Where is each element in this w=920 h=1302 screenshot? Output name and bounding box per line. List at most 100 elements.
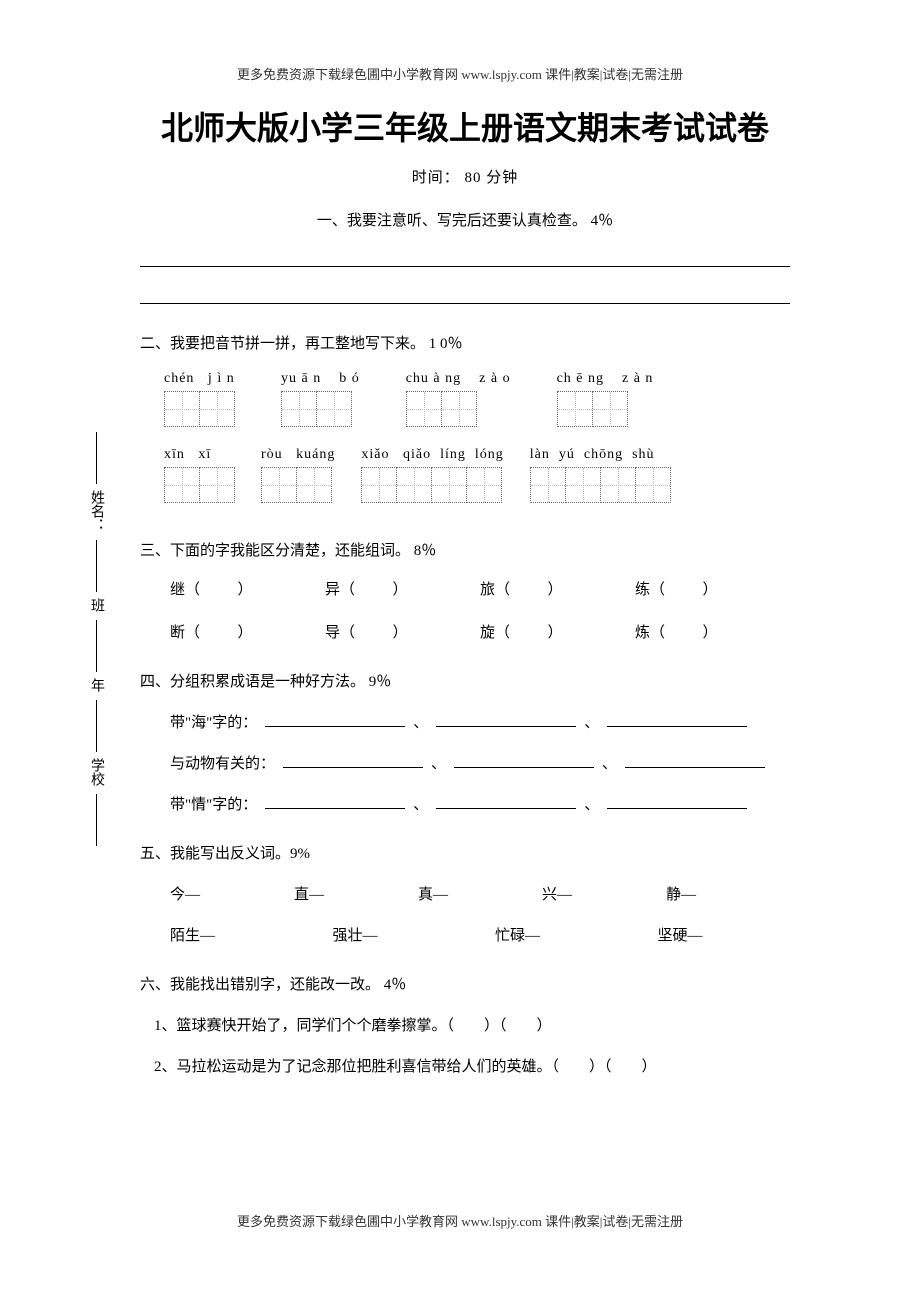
char-boxes[interactable] bbox=[530, 467, 671, 503]
q1-blank-line[interactable] bbox=[140, 266, 790, 267]
char-box[interactable] bbox=[557, 391, 593, 427]
fill-blank[interactable] bbox=[607, 713, 747, 727]
antonym-cell[interactable]: 静— bbox=[666, 883, 790, 904]
q5-row2: 陌生— 强壮— 忙碌— 坚硬— bbox=[170, 924, 790, 945]
char-box[interactable] bbox=[441, 391, 477, 427]
char-box[interactable] bbox=[431, 467, 467, 503]
char-box[interactable] bbox=[635, 467, 671, 503]
char-box[interactable] bbox=[406, 391, 442, 427]
char-boxes[interactable] bbox=[164, 391, 235, 427]
school-label: 学校 bbox=[86, 758, 106, 786]
separator: 、 bbox=[431, 752, 446, 773]
q3-cell[interactable]: 旋（ ） bbox=[480, 621, 635, 642]
char-box[interactable] bbox=[296, 467, 332, 503]
q3-cell[interactable]: 旅（ ） bbox=[480, 578, 635, 599]
page-content: 北师大版小学三年级上册语文期末考试试卷 时间： 80 分钟 一、我要注意听、写完… bbox=[140, 100, 790, 1076]
q3-cell[interactable]: 导（ ） bbox=[325, 621, 480, 642]
exam-title: 北师大版小学三年级上册语文期末考试试卷 bbox=[140, 104, 790, 152]
q5-rows: 今—直—真—兴—静— 陌生— 强壮— 忙碌— 坚硬— bbox=[140, 883, 790, 945]
q3-cell[interactable]: 继（ ） bbox=[170, 578, 325, 599]
char-box[interactable] bbox=[530, 467, 566, 503]
antonym-cell[interactable]: 今— bbox=[170, 883, 294, 904]
q1-blank-line[interactable] bbox=[140, 303, 790, 304]
name-label: 姓名： bbox=[86, 490, 106, 532]
pinyin-label: ròu kuáng bbox=[261, 447, 335, 463]
pinyin-group: xīn xī bbox=[164, 447, 235, 503]
q3-rows: 继（ ）异（ ）旅（ ）练（ ） 断（ ）导（ ）旋（ ）炼（ ） bbox=[140, 578, 790, 642]
separator: 、 bbox=[413, 793, 428, 814]
antonym-cell[interactable]: 强壮— bbox=[333, 924, 466, 945]
separator: 、 bbox=[413, 711, 428, 732]
antonym-cell[interactable]: 直— bbox=[294, 883, 418, 904]
q3-cell[interactable]: 炼（ ） bbox=[635, 621, 790, 642]
q2-row1: chén j ì n yu ā n b ó chu à ng z à o ch ē n… bbox=[140, 371, 790, 427]
char-box[interactable] bbox=[199, 467, 235, 503]
char-box[interactable] bbox=[600, 467, 636, 503]
q4-line: 带"情"字的：、、 bbox=[140, 793, 790, 814]
fill-blank[interactable] bbox=[625, 754, 765, 768]
char-boxes[interactable] bbox=[557, 391, 654, 427]
char-box[interactable] bbox=[396, 467, 432, 503]
q6-item[interactable]: 1、篮球赛快开始了，同学们个个磨拳擦掌。（ ）（ ） bbox=[140, 1014, 790, 1035]
class-label: 班 bbox=[86, 598, 106, 612]
antonym-cell[interactable]: 坚硬— bbox=[658, 924, 791, 945]
char-box[interactable] bbox=[281, 391, 317, 427]
q4-line: 带"海"字的： 、 、 bbox=[140, 711, 790, 732]
fill-blank[interactable] bbox=[265, 795, 405, 809]
fill-blank[interactable] bbox=[265, 713, 405, 727]
fill-blank[interactable] bbox=[454, 754, 594, 768]
char-box[interactable] bbox=[565, 467, 601, 503]
q3-cell[interactable]: 异（ ） bbox=[325, 578, 480, 599]
antonym-cell[interactable]: 兴— bbox=[542, 883, 666, 904]
q3-row: 继（ ）异（ ）旅（ ）练（ ） bbox=[170, 578, 790, 599]
char-box[interactable] bbox=[466, 467, 502, 503]
antonym-cell[interactable]: 真— bbox=[418, 883, 542, 904]
pinyin-label: xiǎo qiǎo líng lóng bbox=[361, 447, 503, 463]
pinyin-group: xiǎo qiǎo líng lóng bbox=[361, 447, 503, 503]
pinyin-group: làn yú chōng shù bbox=[530, 447, 671, 503]
char-boxes[interactable] bbox=[164, 467, 235, 503]
q3-row: 断（ ）导（ ）旋（ ）炼（ ） bbox=[170, 621, 790, 642]
char-boxes[interactable] bbox=[406, 391, 511, 427]
char-boxes[interactable] bbox=[281, 391, 360, 427]
pinyin-group: chén j ì n bbox=[164, 371, 235, 427]
q4-lines: 带"海"字的：、、与动物有关的：、、带"情"字的：、、 bbox=[140, 711, 790, 814]
char-box[interactable] bbox=[261, 467, 297, 503]
pinyin-group: ròu kuáng bbox=[261, 447, 335, 503]
char-box[interactable] bbox=[316, 391, 352, 427]
pinyin-group: yu ā n b ó bbox=[281, 371, 360, 427]
q4-label: 与动物有关的： bbox=[170, 752, 275, 773]
q6-item[interactable]: 2、马拉松运动是为了记念那位把胜利喜信带给人们的英雄。（ ）（ ） bbox=[140, 1055, 790, 1076]
left-margin-form: 姓名： 班 年 学校 bbox=[86, 430, 106, 852]
pinyin-label: ch ē ng z à n bbox=[557, 371, 654, 387]
pinyin-group: ch ē ng z à n bbox=[557, 371, 654, 427]
fill-blank[interactable] bbox=[283, 754, 423, 768]
separator: 、 bbox=[602, 752, 617, 773]
q6-head: 六、我能找出错别字，还能改一改。 4％ bbox=[140, 973, 790, 994]
pinyin-label: chén j ì n bbox=[164, 371, 235, 387]
q4-line: 与动物有关的： 、 、 bbox=[140, 752, 790, 773]
fill-blank[interactable] bbox=[436, 795, 576, 809]
page-header: 更多免费资源下载绿色圃中小学教育网 www.lspjy.com 课件|教案|试卷… bbox=[0, 64, 920, 83]
char-boxes[interactable] bbox=[361, 467, 503, 503]
q3-cell[interactable]: 断（ ） bbox=[170, 621, 325, 642]
char-box[interactable] bbox=[361, 467, 397, 503]
antonym-cell[interactable]: 陌生— bbox=[170, 924, 303, 945]
char-box[interactable] bbox=[592, 391, 628, 427]
separator: 、 bbox=[584, 711, 599, 732]
q1-head: 一、我要注意听、写完后还要认真检查。 4％ bbox=[140, 209, 790, 230]
pinyin-label: chu à ng z à o bbox=[406, 371, 511, 387]
fill-blank[interactable] bbox=[607, 795, 747, 809]
pinyin-label: làn yú chōng shù bbox=[530, 447, 671, 463]
antonym-cell[interactable]: 忙碌— bbox=[495, 924, 628, 945]
q4-head: 四、分组积累成语是一种好方法。 9％ bbox=[140, 670, 790, 691]
fill-blank[interactable] bbox=[436, 713, 576, 727]
char-box[interactable] bbox=[164, 391, 200, 427]
q3-cell[interactable]: 练（ ） bbox=[635, 578, 790, 599]
q4-label: 带"海"字的： bbox=[170, 711, 257, 732]
q2-head: 二、我要把音节拼一拼，再工整地写下来。 1 0％ bbox=[140, 332, 790, 353]
char-box[interactable] bbox=[199, 391, 235, 427]
char-boxes[interactable] bbox=[261, 467, 335, 503]
char-box[interactable] bbox=[164, 467, 200, 503]
q2-row2: xīn xī ròu kuáng xiǎo qiǎo líng lóng làn yú… bbox=[140, 447, 790, 503]
